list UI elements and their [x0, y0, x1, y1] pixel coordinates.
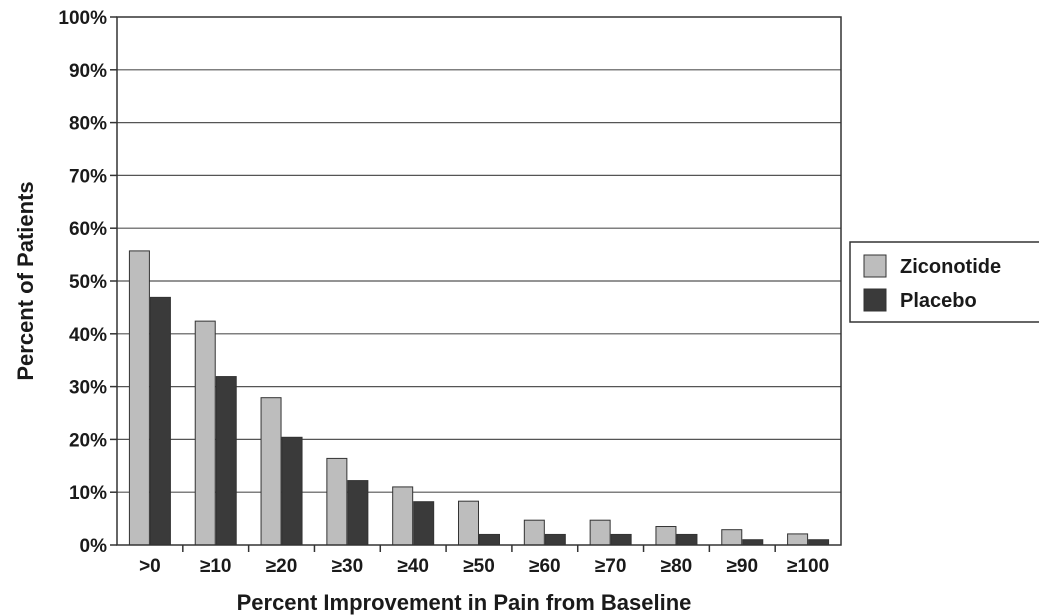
y-axis-title: Percent of Patients	[13, 181, 38, 380]
y-tick-label: 60%	[69, 219, 107, 240]
bar-ziconotide-6	[523, 519, 545, 546]
x-tick-label: ≥80	[661, 556, 693, 577]
x-tick-label: ≥90	[726, 556, 758, 577]
x-tick-label: ≥30	[332, 556, 364, 577]
bar-ziconotide-10	[787, 533, 809, 546]
x-tick-label: ≥70	[595, 556, 627, 577]
legend-label-ziconotide: Ziconotide	[900, 256, 1001, 278]
bar-placebo-8	[676, 533, 698, 546]
y-tick-label: 80%	[69, 114, 107, 135]
bar-placebo-6	[544, 533, 566, 546]
y-tick-label: 40%	[69, 325, 107, 346]
y-tick-label: 50%	[69, 272, 107, 293]
y-axis-ticks: 0% 10% 20% 30% 40% 50% 60% 70% 80% 90% 100%	[58, 8, 117, 557]
bar-ziconotide-7	[589, 519, 611, 546]
x-tick-label: ≥100	[787, 556, 829, 577]
bar-ziconotide-9	[721, 529, 743, 546]
bar-placebo-3	[347, 480, 369, 546]
x-axis-ticks: >0 ≥10 ≥20 ≥30 ≥40 ≥50 ≥60 ≥70 ≥80 ≥90 ≥100	[139, 545, 829, 577]
bar-placebo-0	[149, 296, 171, 546]
bar-ziconotide-5	[458, 500, 479, 546]
legend: Ziconotide Placebo	[849, 241, 1039, 323]
y-tick-label: 100%	[58, 8, 107, 29]
bar-ziconotide-8	[655, 526, 677, 546]
bar-placebo-10	[808, 539, 830, 546]
y-tick-label: 20%	[69, 430, 107, 451]
bar-ziconotide-2	[260, 397, 282, 546]
bar-ziconotide-4	[392, 486, 414, 546]
bar-ziconotide-3	[326, 457, 348, 546]
bar-placebo-9	[742, 539, 764, 546]
bar-ziconotide-0	[128, 250, 150, 546]
bar-placebo-2	[281, 436, 303, 546]
legend-label-placebo: Placebo	[900, 290, 977, 312]
y-tick-label: 30%	[69, 378, 107, 399]
x-tick-label: ≥50	[463, 556, 495, 577]
bar-placebo-7	[610, 533, 632, 546]
bar-placebo-4	[413, 501, 435, 546]
gridlines	[117, 69, 841, 493]
x-tick-label: ≥60	[529, 556, 561, 577]
y-tick-label: 70%	[69, 166, 107, 187]
x-tick-label: ≥20	[266, 556, 298, 577]
y-tick-label: 0%	[80, 536, 108, 557]
bar-placebo-5	[479, 533, 500, 546]
bar-placebo-1	[215, 376, 237, 546]
x-tick-label: >0	[139, 556, 161, 577]
bar-ziconotide-1	[194, 320, 216, 546]
legend-swatch-placebo	[863, 288, 887, 312]
x-tick-label: ≥40	[397, 556, 429, 577]
x-tick-label: ≥10	[200, 556, 232, 577]
bars	[128, 250, 830, 546]
legend-swatch-ziconotide	[863, 254, 887, 278]
y-tick-label: 10%	[69, 483, 107, 504]
x-axis-title: Percent Improvement in Pain from Baselin…	[237, 590, 692, 615]
y-tick-label: 90%	[69, 61, 107, 82]
